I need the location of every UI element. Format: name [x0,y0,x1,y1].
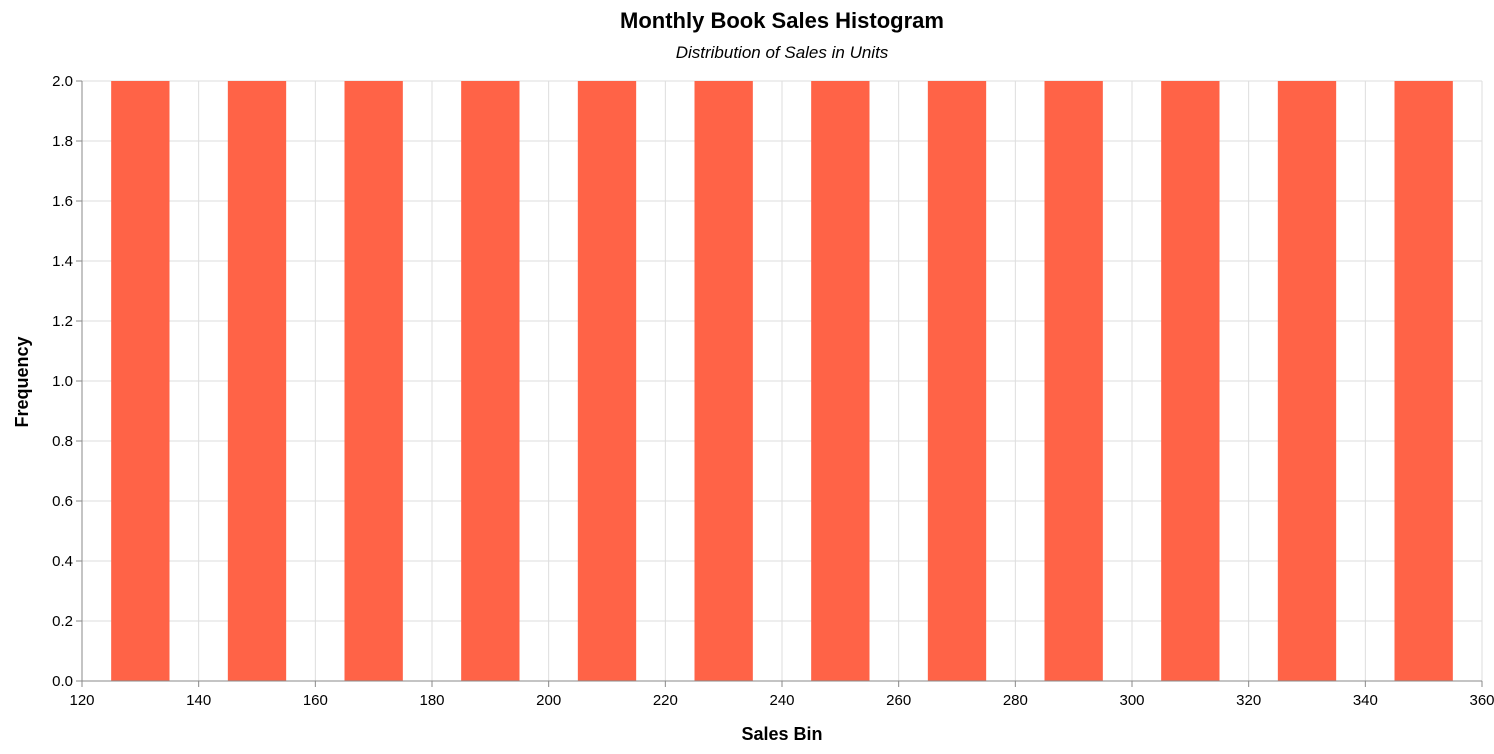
x-tick-label: 320 [1236,692,1261,709]
histogram-bar [1277,81,1337,681]
histogram-bar [811,81,870,681]
y-tick-label: 0.0 [52,673,73,690]
x-tick-label: 340 [1353,692,1378,709]
histogram-bar [927,81,987,681]
x-axis-title: Sales Bin [741,724,822,744]
gridlines [81,80,1483,682]
y-tick-label: 0.4 [52,553,73,570]
axes: 0.0 0.2 0.4 0.6 0.8 1.0 1.2 1.4 1.6 1.8 2.0 120 140 1… [52,73,1494,709]
chart-title: Monthly Book Sales Histogram [620,8,944,33]
x-tick-label: 140 [186,692,211,709]
x-tick-label: 160 [303,692,328,709]
x-tick-label: 180 [419,692,444,709]
y-tick-label: 2.0 [52,73,73,90]
y-tick-label: 1.8 [52,133,73,150]
y-tick-label: 1.0 [52,373,73,390]
y-tick-label: 1.4 [52,253,73,270]
histogram-bar [111,81,170,681]
x-tick-label: 280 [1003,692,1028,709]
x-tick-label: 300 [1119,692,1144,709]
histogram-bar [577,81,637,681]
histogram-bar [1044,81,1103,681]
x-tick-label: 260 [886,692,911,709]
histogram-bar [694,81,753,681]
histogram-bar [1394,81,1453,681]
histogram-bar [461,81,520,681]
x-tick-label: 200 [536,692,561,709]
y-tick-label: 0.8 [52,433,73,450]
x-tick-label: 220 [653,692,678,709]
histogram-bar [344,81,403,681]
y-tick-label: 1.6 [52,193,73,210]
y-tick-label: 1.2 [52,313,73,330]
x-tick-label: 120 [69,692,94,709]
y-tick-label: 0.6 [52,493,73,510]
x-tick-label: 240 [769,692,794,709]
y-axis-title: Frequency [12,336,32,427]
histogram-bar [1161,81,1220,681]
y-tick-label: 0.2 [52,613,73,630]
chart-subtitle: Distribution of Sales in Units [676,43,889,62]
histogram-bar [227,81,287,681]
x-tick-label: 360 [1469,692,1494,709]
bars [111,81,1453,681]
